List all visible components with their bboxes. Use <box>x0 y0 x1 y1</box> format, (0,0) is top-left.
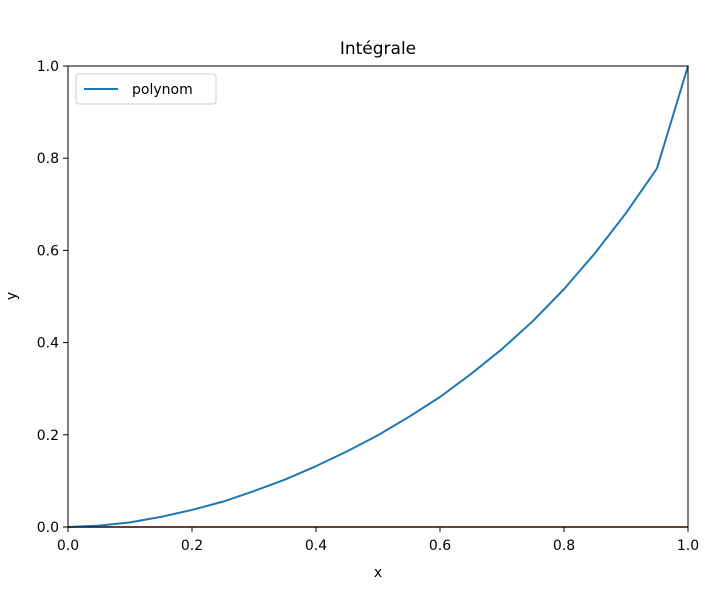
axes-frame <box>67 65 689 528</box>
x-tick-label: 0.4 <box>305 538 327 554</box>
x-tick-label: 0.0 <box>57 538 79 554</box>
legend-entry-polynom: polynom <box>132 82 193 98</box>
y-tick-label: 0.2 <box>37 428 59 444</box>
x-tick-label: 0.8 <box>553 538 575 554</box>
x-tick-label: 0.6 <box>429 538 451 554</box>
y-tick-label: 0.6 <box>37 243 59 259</box>
plot-area <box>67 65 689 528</box>
legend-box <box>75 73 217 105</box>
x-tick-label: 1.0 <box>677 538 699 554</box>
chart-title: Intégrale <box>340 39 416 59</box>
y-tick-label: 0.4 <box>37 336 59 352</box>
x-tick-label: 0.2 <box>181 538 203 554</box>
legend: polynom <box>75 73 217 105</box>
x-axis-label: x <box>374 565 382 581</box>
y-axis-ticks: 0.0 0.2 0.4 0.6 0.8 1.0 <box>37 59 68 536</box>
series-line-polynom <box>67 65 689 528</box>
y-tick-label: 0.8 <box>37 151 59 167</box>
y-tick-label: 0.0 <box>37 520 59 536</box>
y-tick-label: 1.0 <box>37 59 59 75</box>
y-axis-label: y <box>4 292 20 300</box>
x-axis-ticks: 0.0 0.2 0.4 0.6 0.8 1.0 <box>57 527 699 554</box>
